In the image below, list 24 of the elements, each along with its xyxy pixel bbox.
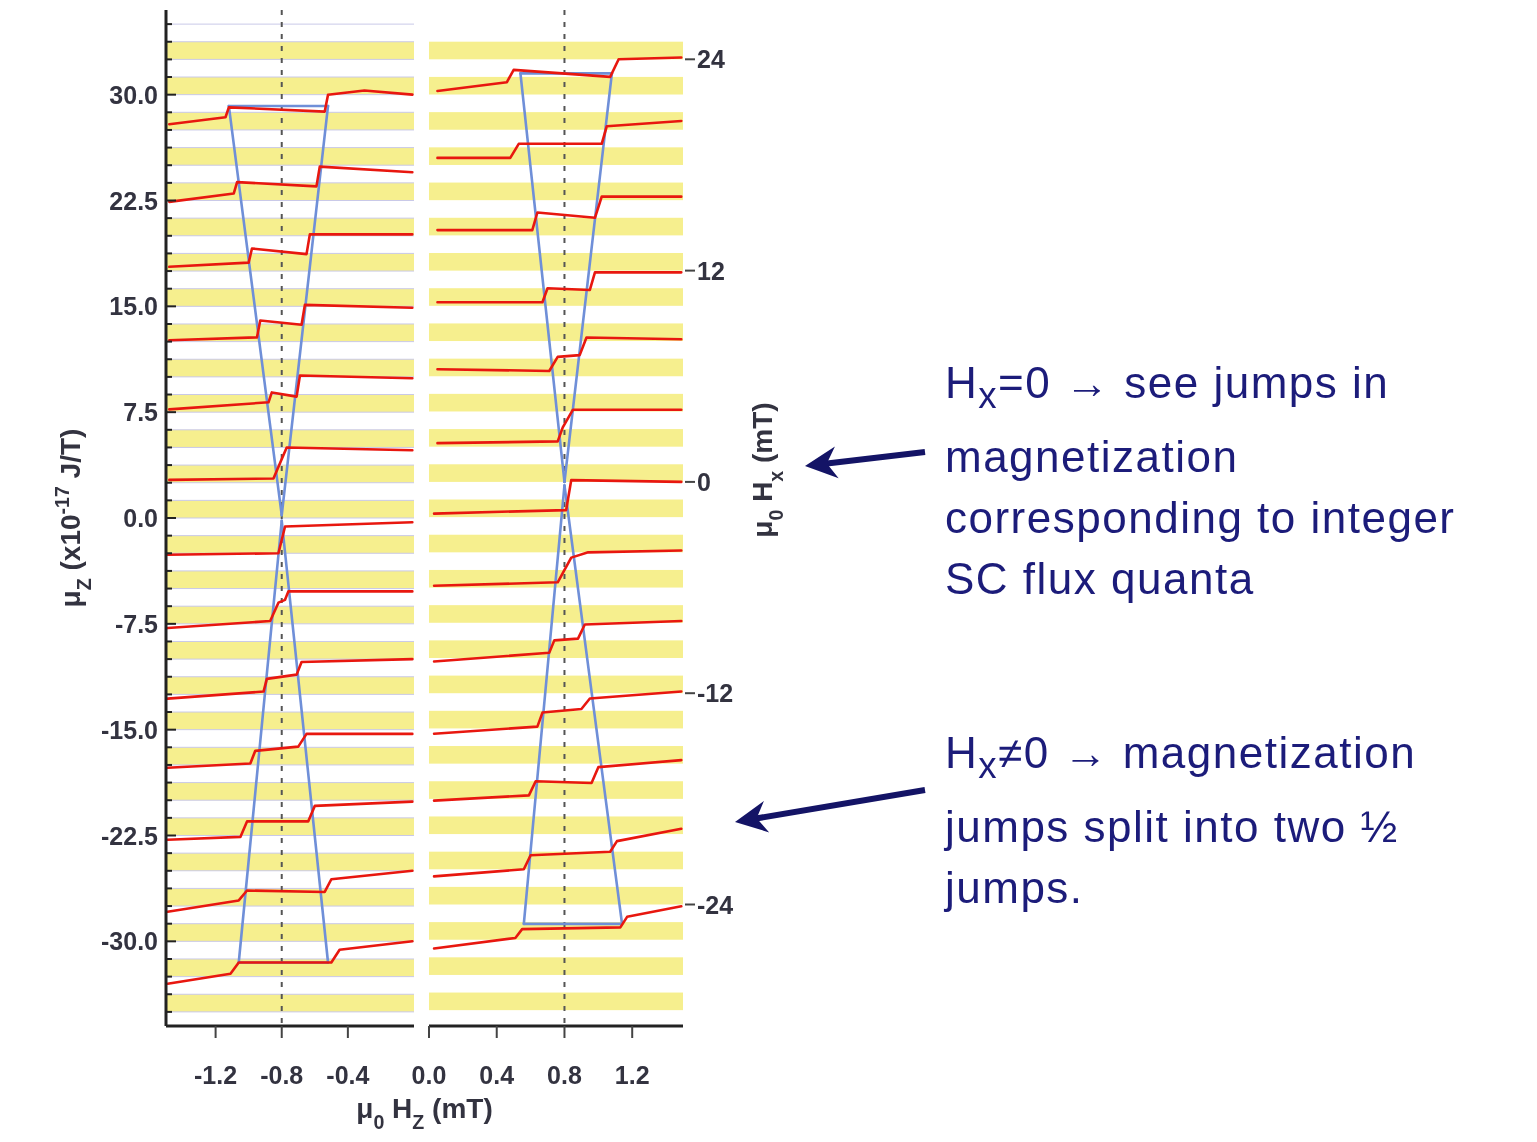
text: H$_{x}$≠0 → magnetization jumps split into two ½ jumps. [945,727,1418,914]
y-tick-label: -24 [697,890,734,919]
y-tick-label: 7.5 [123,398,159,427]
y-tick-label: -22.5 [101,821,159,850]
y-tick-label: -12 [697,679,734,708]
text: H$_{x}$=0 → see jumps in magnetization corresponding to integer SC flux quanta [945,357,1457,605]
y-tick-label: -30.0 [101,927,158,956]
y-tick-label: 24 [697,45,725,74]
x-tick-label: 0.0 [411,1061,447,1089]
y-tick-label: -7.5 [114,609,159,638]
x-tick-label: 1.2 [614,1061,650,1089]
x-tick-label: -0.4 [326,1061,370,1089]
y-tick-label: -15.0 [101,715,158,744]
x-axis-title: μ$_{0}$ H$_{Z}$ (mT) [356,1093,493,1133]
y-tick-label: 12 [697,256,725,285]
x-tick-label: 0.8 [547,1061,582,1089]
y-tick-label: 0.0 [123,504,158,532]
y-tick-label: 30.0 [109,80,158,109]
x-tick-label: -1.2 [194,1061,238,1089]
x-tick-label: -0.8 [260,1061,304,1089]
y-tick-label: 22.5 [109,186,159,215]
y-tick-label: 15.0 [109,292,158,321]
x-tick-label: 0.4 [479,1061,515,1089]
y-tick-label: 0 [697,467,711,496]
